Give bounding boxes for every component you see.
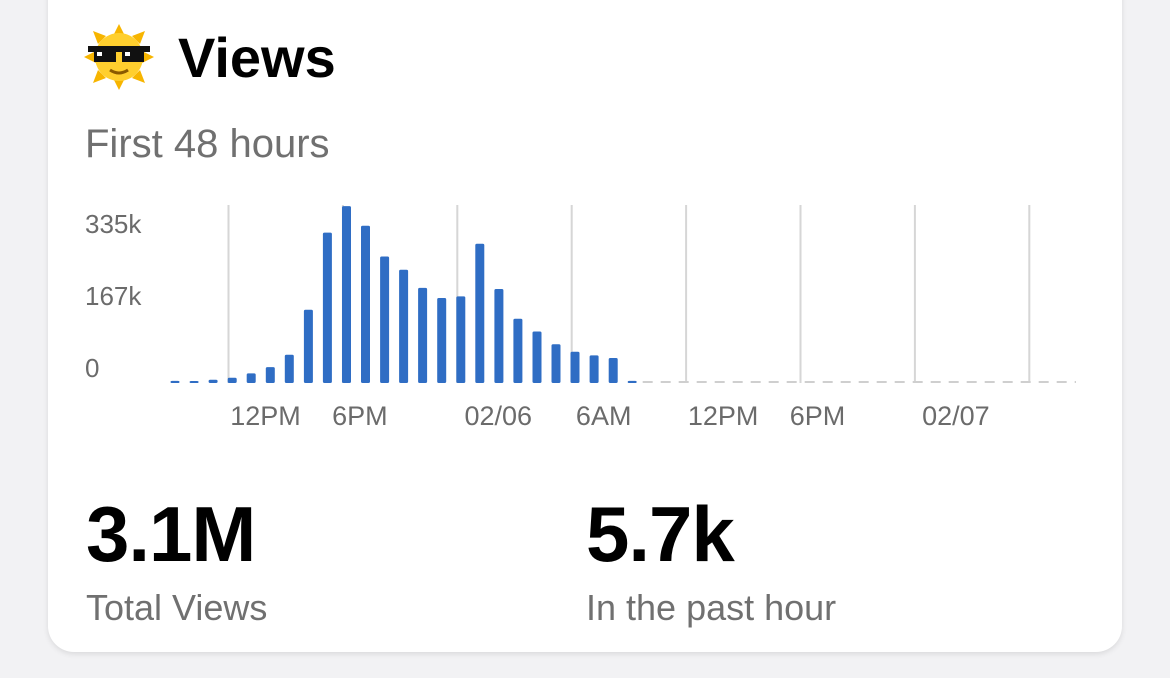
- bar: [494, 289, 504, 383]
- bar: [551, 344, 561, 383]
- bar: [570, 351, 580, 383]
- cool-sun-sunglasses-icon: [84, 24, 154, 90]
- bar: [322, 232, 332, 383]
- bar: [513, 318, 523, 383]
- y-axis: 335k 167k 0: [85, 209, 142, 383]
- x-tick-label: 02/07: [922, 401, 990, 431]
- card-subtitle: First 48 hours: [85, 122, 330, 166]
- bar: [170, 380, 180, 383]
- x-tick-label: 12PM: [688, 401, 759, 431]
- x-tick-label: 6PM: [332, 401, 388, 431]
- bar: [532, 331, 542, 383]
- y-tick-label: 0: [85, 353, 99, 383]
- bar: [284, 354, 294, 383]
- bar: [189, 381, 199, 383]
- bar: [399, 269, 409, 383]
- views-bar-chart: 335k 167k 0 12PM 6PM 02/06 6AM 12PM 6PM …: [85, 205, 1076, 431]
- bar: [265, 367, 275, 383]
- bar: [456, 296, 466, 383]
- bar: [627, 380, 637, 383]
- y-tick-label: 335k: [85, 209, 142, 239]
- past-hour-views-value: 5.7k: [586, 490, 735, 578]
- y-tick-label: 167k: [85, 281, 142, 311]
- sunglasses-bar: [88, 46, 150, 52]
- bar: [418, 287, 428, 383]
- total-views-label: Total Views: [86, 587, 268, 628]
- sun-smile: [109, 68, 129, 75]
- bar: [246, 373, 256, 383]
- x-tick-label: 02/06: [465, 401, 533, 431]
- x-tick-label: 12PM: [230, 401, 301, 431]
- sun-rays: [84, 24, 154, 90]
- bar: [589, 355, 599, 383]
- x-tick-label: 6AM: [576, 401, 632, 431]
- bar: [303, 309, 313, 383]
- x-axis: 12PM 6PM 02/06 6AM 12PM 6PM 02/07: [230, 401, 989, 431]
- bar: [608, 358, 618, 383]
- bar: [437, 298, 447, 383]
- bar: [208, 379, 218, 383]
- views-card: [48, 0, 1122, 652]
- bar: [361, 225, 370, 383]
- sun-face: [95, 33, 143, 81]
- past-hour-views-label: In the past hour: [586, 587, 837, 628]
- bar: [227, 377, 237, 383]
- bar: [380, 256, 390, 383]
- bar: [342, 206, 351, 383]
- bar: [475, 243, 485, 383]
- card-title: Views: [178, 26, 336, 89]
- bars: [170, 206, 637, 383]
- x-tick-label: 6PM: [790, 401, 846, 431]
- total-views-value: 3.1M: [86, 490, 256, 578]
